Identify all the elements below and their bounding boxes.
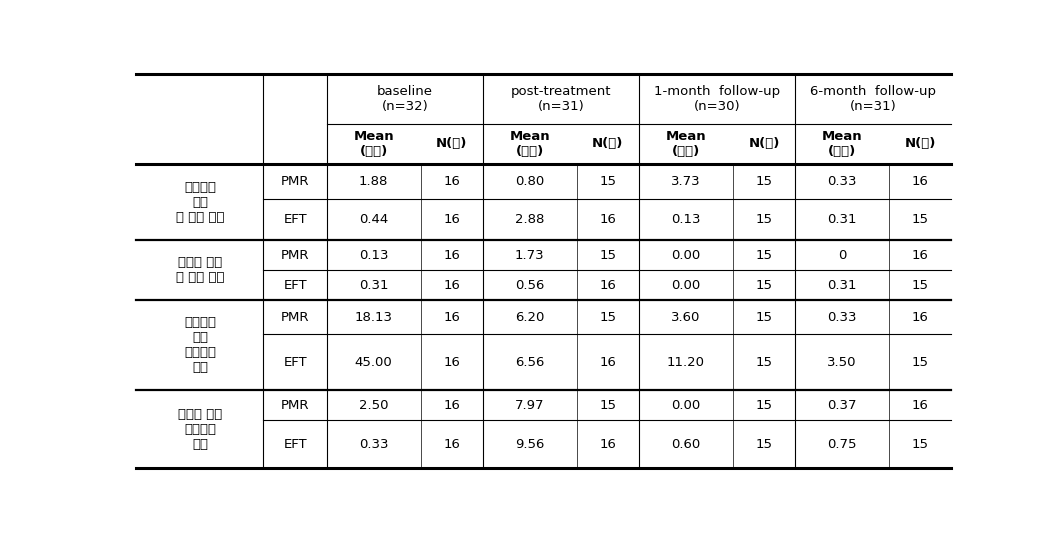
Text: Mean
(시간): Mean (시간)	[666, 130, 706, 158]
Text: N(명): N(명)	[749, 138, 779, 150]
Text: 15: 15	[755, 213, 773, 226]
Text: EFT: EFT	[283, 438, 307, 451]
Text: 16: 16	[444, 279, 461, 292]
Text: 15: 15	[755, 249, 773, 262]
Text: Mean
(시간): Mean (시간)	[509, 130, 550, 158]
Text: 15: 15	[912, 213, 929, 226]
Text: Mean
(시간): Mean (시간)	[822, 130, 862, 158]
Text: 0.13: 0.13	[359, 249, 389, 262]
Text: 11.20: 11.20	[667, 356, 705, 369]
Text: 3.50: 3.50	[827, 356, 857, 369]
Text: 0.80: 0.80	[515, 175, 544, 188]
Text: 0.56: 0.56	[515, 279, 544, 292]
Text: 6-month  follow-up
(n=31): 6-month follow-up (n=31)	[810, 85, 936, 113]
Text: PMR: PMR	[281, 249, 309, 262]
Text: 0.33: 0.33	[359, 438, 389, 451]
Text: 15: 15	[599, 175, 616, 188]
Text: post-treatment
(n=31): post-treatment (n=31)	[510, 85, 611, 113]
Text: N(명): N(명)	[904, 138, 936, 150]
Text: Mean
(시간): Mean (시간)	[354, 130, 394, 158]
Text: 1.88: 1.88	[359, 175, 389, 188]
Text: 16: 16	[444, 213, 461, 226]
Text: 치료로 인한
가사손실
시간: 치료로 인한 가사손실 시간	[178, 408, 222, 451]
Text: 0.33: 0.33	[827, 311, 857, 324]
Text: 0.00: 0.00	[671, 399, 701, 412]
Text: 7.97: 7.97	[515, 399, 544, 412]
Text: 0.31: 0.31	[827, 213, 857, 226]
Text: 16: 16	[444, 356, 461, 369]
Text: N(명): N(명)	[436, 138, 467, 150]
Text: 0.31: 0.31	[359, 279, 389, 292]
Text: 15: 15	[755, 279, 773, 292]
Text: PMR: PMR	[281, 175, 309, 188]
Text: 치료로 인한
일 손실 시간: 치료로 인한 일 손실 시간	[176, 256, 225, 285]
Text: 0.31: 0.31	[827, 279, 857, 292]
Text: 45.00: 45.00	[355, 356, 393, 369]
Text: PMR: PMR	[281, 399, 309, 412]
Text: 3.73: 3.73	[671, 175, 701, 188]
Text: 16: 16	[444, 249, 461, 262]
Text: 15: 15	[755, 399, 773, 412]
Text: 2.88: 2.88	[515, 213, 544, 226]
Text: 15: 15	[755, 311, 773, 324]
Text: 6.56: 6.56	[515, 356, 544, 369]
Text: 0.44: 0.44	[359, 213, 389, 226]
Text: 2.50: 2.50	[359, 399, 389, 412]
Text: 0.33: 0.33	[827, 175, 857, 188]
Text: 1-month  follow-up
(n=30): 1-month follow-up (n=30)	[654, 85, 780, 113]
Text: 1.73: 1.73	[515, 249, 544, 262]
Text: 16: 16	[444, 311, 461, 324]
Text: EFT: EFT	[283, 213, 307, 226]
Text: 3.60: 3.60	[671, 311, 701, 324]
Text: 16: 16	[599, 279, 616, 292]
Text: 15: 15	[755, 356, 773, 369]
Text: EFT: EFT	[283, 279, 307, 292]
Text: 16: 16	[444, 438, 461, 451]
Text: N(명): N(명)	[592, 138, 624, 150]
Text: 9.56: 9.56	[515, 438, 544, 451]
Text: 0.60: 0.60	[671, 438, 701, 451]
Text: 16: 16	[912, 175, 929, 188]
Text: 15: 15	[599, 249, 616, 262]
Text: 15: 15	[599, 311, 616, 324]
Text: 0.13: 0.13	[671, 213, 701, 226]
Text: 6.20: 6.20	[515, 311, 544, 324]
Text: 15: 15	[755, 175, 773, 188]
Text: 15: 15	[912, 438, 929, 451]
Text: 0.75: 0.75	[827, 438, 857, 451]
Text: 15: 15	[912, 356, 929, 369]
Text: EFT: EFT	[283, 356, 307, 369]
Text: 16: 16	[912, 249, 929, 262]
Text: 15: 15	[755, 438, 773, 451]
Text: 15: 15	[912, 279, 929, 292]
Text: 16: 16	[444, 175, 461, 188]
Text: 16: 16	[912, 311, 929, 324]
Text: 18.13: 18.13	[355, 311, 393, 324]
Text: baseline
(n=32): baseline (n=32)	[377, 85, 433, 113]
Text: 16: 16	[599, 356, 616, 369]
Text: PMR: PMR	[281, 311, 309, 324]
Text: 증상으로
인한
가사손실
시간: 증상으로 인한 가사손실 시간	[184, 317, 216, 374]
Text: 0.37: 0.37	[827, 399, 857, 412]
Text: 0.00: 0.00	[671, 249, 701, 262]
Text: 증상으로
인한
일 손실 시간: 증상으로 인한 일 손실 시간	[176, 181, 225, 223]
Text: 16: 16	[599, 213, 616, 226]
Text: 16: 16	[912, 399, 929, 412]
Text: 16: 16	[599, 438, 616, 451]
Text: 16: 16	[444, 399, 461, 412]
Text: 0.00: 0.00	[671, 279, 701, 292]
Text: 0: 0	[838, 249, 846, 262]
Text: 15: 15	[599, 399, 616, 412]
